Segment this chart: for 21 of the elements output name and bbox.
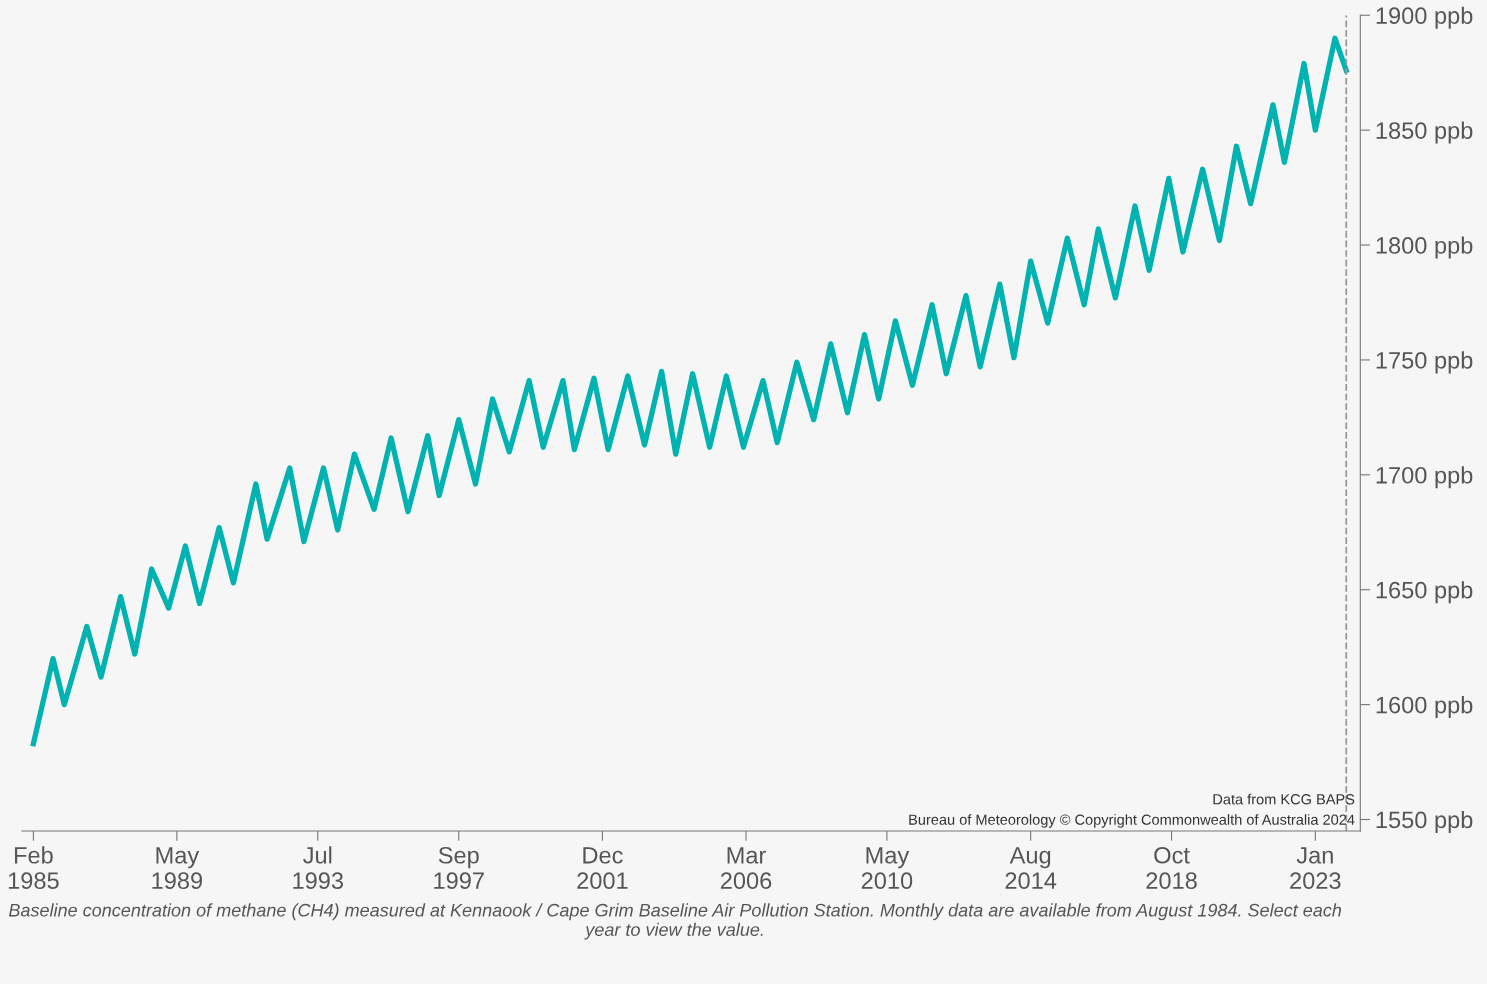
y-tick-label: 1600 ppb xyxy=(1376,696,1473,719)
x-tick-label: Dec 2001 xyxy=(577,847,628,890)
x-tick-label: May 1989 xyxy=(152,847,203,890)
y-tick-label: 1650 ppb xyxy=(1376,581,1473,604)
x-tick-label: Mar 2006 xyxy=(720,847,772,890)
x-tick-label: Jan 2023 xyxy=(1290,847,1341,890)
text: Baseline concentration of methane (CH4) measured at Kennaook / Cape Grim Baseline Air Pollution Station. Monthly data are available from August 1984. Select each year to view the value. xyxy=(8,903,1342,940)
annotation: Data from KCG BAPS xyxy=(1213,793,1355,805)
y-tick-label: 1850 ppb xyxy=(1376,121,1473,144)
x-tick-label: Feb 1985 xyxy=(8,846,59,890)
y-tick-label: 1750 ppb xyxy=(1376,351,1473,374)
annotation: Bureau of Meteorology © Copyright Commonwealth of Australia 2024 xyxy=(909,814,1355,828)
y-tick-label: 1800 ppb xyxy=(1376,236,1473,259)
x-tick-label: May 2010 xyxy=(861,847,913,890)
y-tick-label: 1550 ppb xyxy=(1376,810,1473,833)
y-tick-label: 1900 ppb xyxy=(1376,6,1473,29)
y-tick-label: 1700 ppb xyxy=(1376,466,1473,489)
x-tick-label: Sep 1997 xyxy=(434,846,484,890)
x-tick-label: Jul 1993 xyxy=(293,846,343,890)
x-tick-label: Oct 2018 xyxy=(1146,846,1197,890)
x-tick-label: Aug 2014 xyxy=(1005,847,1057,890)
